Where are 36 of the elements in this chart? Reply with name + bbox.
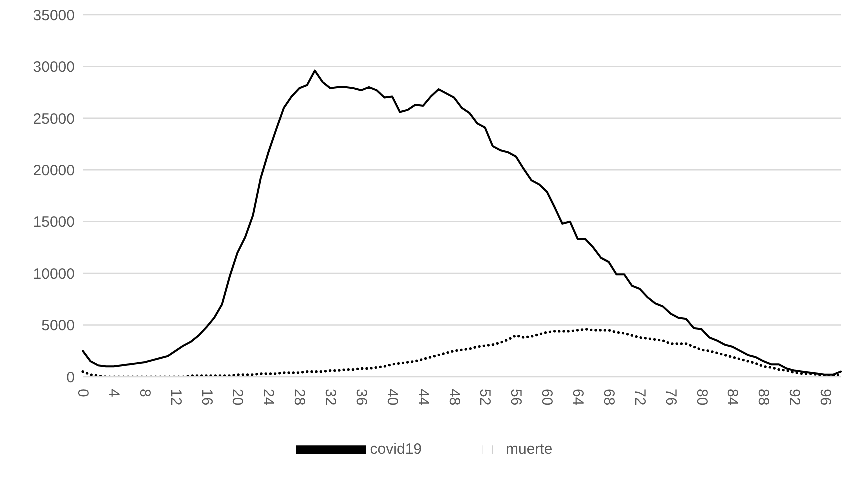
x-tick-label: 12 xyxy=(167,389,184,406)
line-series xyxy=(82,70,842,376)
x-tick-label: 88 xyxy=(755,389,772,406)
y-tick-label: 0 xyxy=(66,369,75,386)
x-tick-label: 4 xyxy=(105,389,122,398)
x-tick-label: 60 xyxy=(538,389,556,406)
x-tick-label: 76 xyxy=(662,389,680,406)
y-tick-label: 20000 xyxy=(33,162,75,180)
x-tick-label: 56 xyxy=(508,389,525,406)
x-tick-label: 96 xyxy=(817,389,834,406)
legend-label: muerte xyxy=(506,440,553,458)
y-tick-label: 30000 xyxy=(33,59,75,76)
x-tick-label: 24 xyxy=(260,389,278,406)
y-tick-label: 5000 xyxy=(42,318,75,335)
x-tick-label: 28 xyxy=(291,389,308,406)
x-tick-label: 44 xyxy=(414,389,432,406)
x-tick-label: 0 xyxy=(74,389,92,398)
x-tick-label: 16 xyxy=(198,389,216,406)
x-tick-label: 40 xyxy=(384,389,401,406)
x-tick-label: 92 xyxy=(786,389,804,406)
x-tick-label: 36 xyxy=(352,389,370,406)
x-tick-label: 48 xyxy=(446,389,463,406)
y-tick-label: 15000 xyxy=(33,214,75,232)
y-tick-label: 10000 xyxy=(33,266,75,283)
y-tick-label: 35000 xyxy=(33,7,75,24)
x-tick-label: 52 xyxy=(476,389,494,406)
x-tick-label: 68 xyxy=(600,389,618,406)
legend-label: covid19 xyxy=(370,440,422,458)
x-tick-label: 72 xyxy=(631,389,648,406)
x-tick-label: 80 xyxy=(693,389,710,406)
x-tick-label: 20 xyxy=(229,389,246,406)
x-tick-label: 64 xyxy=(570,389,587,406)
x-tick-label: 84 xyxy=(724,389,742,406)
x-tick-label: 8 xyxy=(136,389,154,398)
y-tick-label: 25000 xyxy=(33,110,75,128)
x-tick-label: 32 xyxy=(322,389,340,406)
